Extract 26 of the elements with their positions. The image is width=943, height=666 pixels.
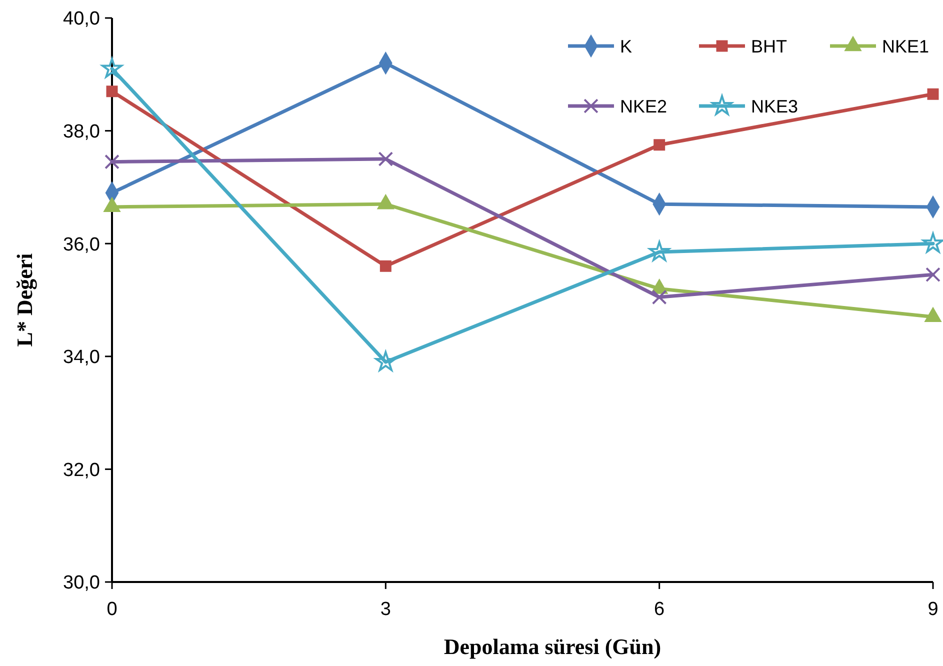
point [654,139,666,151]
legend-label: BHT [751,36,788,56]
point [926,267,940,282]
legend-label: NKE1 [882,36,930,56]
y-axis-title: L* Değeri [12,253,37,347]
legend-label: NKE2 [620,96,668,116]
x-tick-label: 0 [106,599,118,620]
y-tick-label: 32,0 [63,460,100,481]
point [380,260,392,272]
x-tick-label: 9 [928,599,938,620]
y-tick-label: 36,0 [63,234,100,256]
point [378,152,394,166]
legend-label: NKE3 [751,96,798,116]
point [106,86,118,98]
y-tick-label: 34,0 [63,347,100,368]
y-tick-label: 40,0 [63,8,100,30]
point [102,58,122,78]
legend-label: K [620,36,632,56]
x-axis-title: Depolama süresi (Gün) [444,634,662,659]
x-tick-label: 3 [380,599,391,620]
point [927,88,939,100]
y-tick-label: 38,0 [63,121,100,142]
x-tick-label: 6 [654,599,665,620]
point [652,290,667,305]
point [104,154,120,170]
y-tick-label: 30,0 [63,572,100,594]
